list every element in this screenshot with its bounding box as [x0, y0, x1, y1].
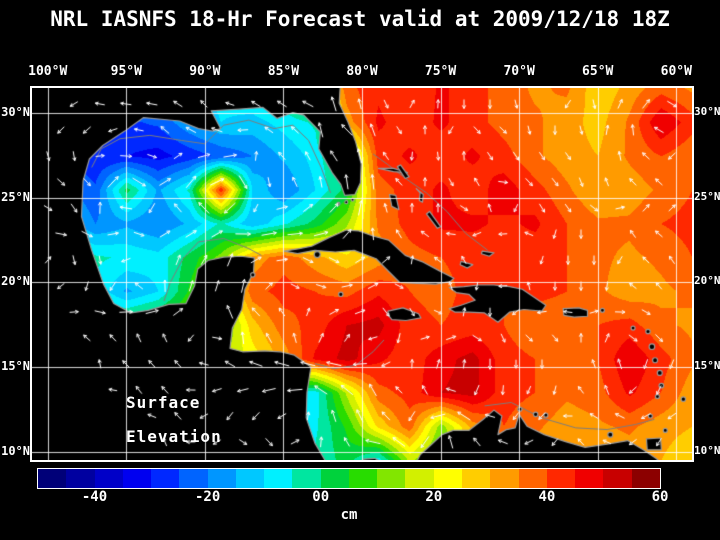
lat-tick-label-left: 10°N	[1, 443, 30, 458]
lat-tick-label-right: 25°N	[694, 189, 720, 203]
colorbar-cell	[207, 469, 236, 488]
colorbar-cell	[433, 469, 462, 488]
colorbar-cell	[320, 469, 349, 488]
colorbar-cell	[348, 469, 378, 488]
colorbar-cell	[461, 469, 491, 488]
lat-tick-label-right: 15°N	[694, 359, 720, 372]
colorbar-cell	[377, 469, 406, 488]
colorbar-cell	[292, 469, 321, 488]
colorbar-unit-label: cm	[340, 507, 358, 523]
page-title: NRL IASNFS 18-Hr Forecast valid at 2009/…	[50, 7, 670, 31]
colorbar-tick-label: 60	[651, 489, 669, 505]
annotation-line-1: Surface	[126, 393, 201, 412]
field-annotation: Surface Elevation	[126, 386, 222, 454]
colorbar-cell	[603, 469, 632, 488]
colorbar	[37, 468, 661, 489]
colorbar-tick-label: 40	[538, 489, 556, 505]
colorbar-tick-label: 00	[312, 489, 330, 505]
lon-tick-label: 100°W	[28, 64, 68, 79]
lon-tick-label: 80°W	[346, 64, 378, 79]
colorbar-tick-label: 20	[425, 489, 443, 505]
map-frame: Surface Elevation	[30, 86, 694, 462]
annotation-line-2: Elevation	[126, 427, 222, 446]
colorbar-cell	[235, 469, 265, 488]
colorbar-ticks: -40 -20 00 20 40 60	[38, 489, 669, 507]
colorbar-cell	[38, 469, 67, 488]
colorbar-cell	[490, 469, 519, 488]
colorbar-cell	[66, 469, 95, 488]
lon-tick-label: 60°W	[660, 64, 692, 79]
colorbar-tick-label: -20	[194, 489, 221, 505]
lon-tick-label: 65°W	[582, 64, 614, 79]
lon-tick-label: 85°W	[267, 64, 300, 79]
lon-tick-label: 95°W	[110, 64, 142, 79]
lat-tick-label-left: 15°N	[1, 359, 30, 373]
colorbar-cell	[518, 469, 547, 488]
colorbar-cell	[405, 469, 434, 488]
colorbar-cell	[122, 469, 152, 488]
lat-tick-label-right: 30°N	[694, 105, 720, 119]
colorbar-cell	[94, 469, 123, 488]
colorbar-cell	[631, 469, 660, 488]
colorbar-cell	[151, 469, 180, 488]
colorbar-cell	[575, 469, 604, 488]
lat-tick-label-left: 20°N	[1, 274, 30, 289]
lon-tick-label: 90°W	[189, 64, 221, 79]
lat-tick-label-left: 30°N	[1, 105, 30, 120]
lat-tick-label-right: 20°N	[694, 274, 720, 288]
lat-tick-label-left: 25°N	[1, 189, 30, 204]
colorbar-tick-label: -40	[81, 489, 108, 505]
lon-tick-label: 70°W	[503, 64, 535, 79]
colorbar-cell	[179, 469, 208, 488]
lon-tick-label: 75°W	[424, 64, 457, 79]
colorbar-cell	[264, 469, 293, 488]
surface-elevation-map-canvas	[32, 88, 692, 460]
lat-tick-label-right: 10°N	[694, 443, 720, 457]
colorbar-cell	[546, 469, 576, 488]
